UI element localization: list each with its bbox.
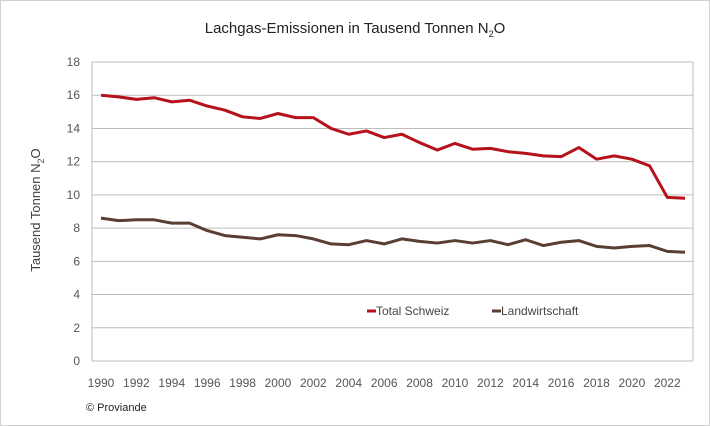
y-tick-label: 6 bbox=[73, 254, 80, 268]
chart-title: Lachgas-Emissionen in Tausend Tonnen N2O bbox=[0, 20, 710, 39]
y-tick-label: 10 bbox=[67, 188, 81, 202]
title-end: O bbox=[493, 20, 506, 37]
x-tick-label: 2008 bbox=[406, 376, 433, 390]
x-tick-label: 1994 bbox=[158, 376, 185, 390]
x-tick-label: 1992 bbox=[123, 376, 150, 390]
y-tick-label: 16 bbox=[67, 88, 81, 102]
title-text: Lachgas-Emissionen in Tausend Tonnen N bbox=[204, 20, 489, 37]
x-tick-label: 2022 bbox=[654, 376, 681, 390]
series-line-0 bbox=[100, 93, 686, 200]
legend-label-0: Total Schweiz bbox=[376, 304, 449, 318]
title-subscript: 2 bbox=[488, 29, 494, 39]
x-tick-label: 2016 bbox=[548, 376, 575, 390]
y-tick-label: 4 bbox=[73, 288, 80, 302]
x-tick-label: 2000 bbox=[265, 376, 292, 390]
x-tick-label: 2020 bbox=[619, 376, 646, 390]
x-tick-label: 2004 bbox=[335, 376, 362, 390]
y-tick-label: 2 bbox=[73, 321, 80, 335]
y-tick-label: 14 bbox=[67, 121, 81, 135]
x-tick-label: 2018 bbox=[583, 376, 610, 390]
legend-label-1: Landwirtschaft bbox=[501, 304, 579, 318]
x-tick-label: 1996 bbox=[194, 376, 221, 390]
series-line-1 bbox=[100, 216, 686, 254]
x-tick-label: 1998 bbox=[229, 376, 256, 390]
x-tick-label: 2014 bbox=[512, 376, 539, 390]
y-tick-label: 18 bbox=[67, 55, 81, 69]
x-tick-label: 2012 bbox=[477, 376, 504, 390]
y-tick-label: 8 bbox=[73, 221, 80, 235]
y-tick-label: 12 bbox=[67, 155, 81, 169]
x-tick-label: 1990 bbox=[88, 376, 115, 390]
credit: © Proviande bbox=[86, 402, 147, 414]
x-tick-label: 2010 bbox=[442, 376, 469, 390]
x-tick-label: 2006 bbox=[371, 376, 398, 390]
x-tick-label: 2002 bbox=[300, 376, 327, 390]
y-tick-label: 0 bbox=[73, 354, 80, 368]
